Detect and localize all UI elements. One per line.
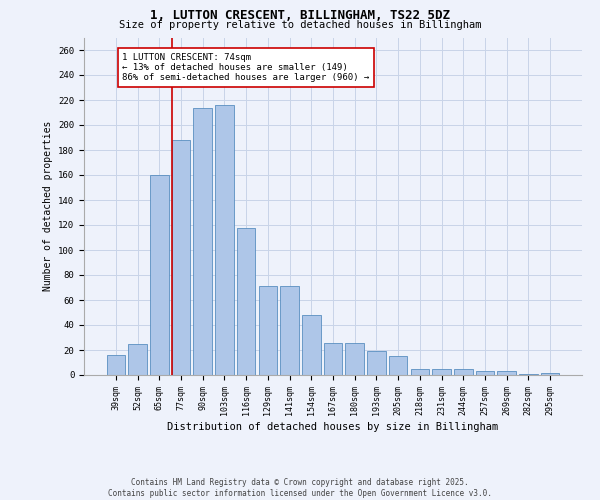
Y-axis label: Number of detached properties: Number of detached properties bbox=[43, 121, 53, 292]
Bar bbox=[237, 228, 256, 375]
Bar bbox=[215, 105, 233, 375]
Text: 1, LUTTON CRESCENT, BILLINGHAM, TS22 5DZ: 1, LUTTON CRESCENT, BILLINGHAM, TS22 5DZ bbox=[150, 9, 450, 22]
Bar bbox=[410, 369, 429, 375]
Bar bbox=[433, 369, 451, 375]
Text: Size of property relative to detached houses in Billingham: Size of property relative to detached ho… bbox=[119, 20, 481, 30]
Bar bbox=[172, 140, 190, 375]
Bar bbox=[541, 372, 559, 375]
Text: 1 LUTTON CRESCENT: 74sqm
← 13% of detached houses are smaller (149)
86% of semi-: 1 LUTTON CRESCENT: 74sqm ← 13% of detach… bbox=[122, 52, 370, 82]
X-axis label: Distribution of detached houses by size in Billingham: Distribution of detached houses by size … bbox=[167, 422, 499, 432]
Bar bbox=[476, 371, 494, 375]
Bar bbox=[150, 175, 169, 375]
Bar bbox=[107, 355, 125, 375]
Bar bbox=[259, 286, 277, 375]
Bar bbox=[519, 374, 538, 375]
Bar bbox=[128, 344, 147, 375]
Bar bbox=[497, 371, 516, 375]
Bar bbox=[346, 342, 364, 375]
Bar bbox=[389, 356, 407, 375]
Bar bbox=[454, 369, 473, 375]
Bar bbox=[193, 108, 212, 375]
Bar bbox=[280, 286, 299, 375]
Text: Contains HM Land Registry data © Crown copyright and database right 2025.
Contai: Contains HM Land Registry data © Crown c… bbox=[108, 478, 492, 498]
Bar bbox=[367, 351, 386, 375]
Bar bbox=[302, 315, 320, 375]
Bar bbox=[324, 342, 342, 375]
